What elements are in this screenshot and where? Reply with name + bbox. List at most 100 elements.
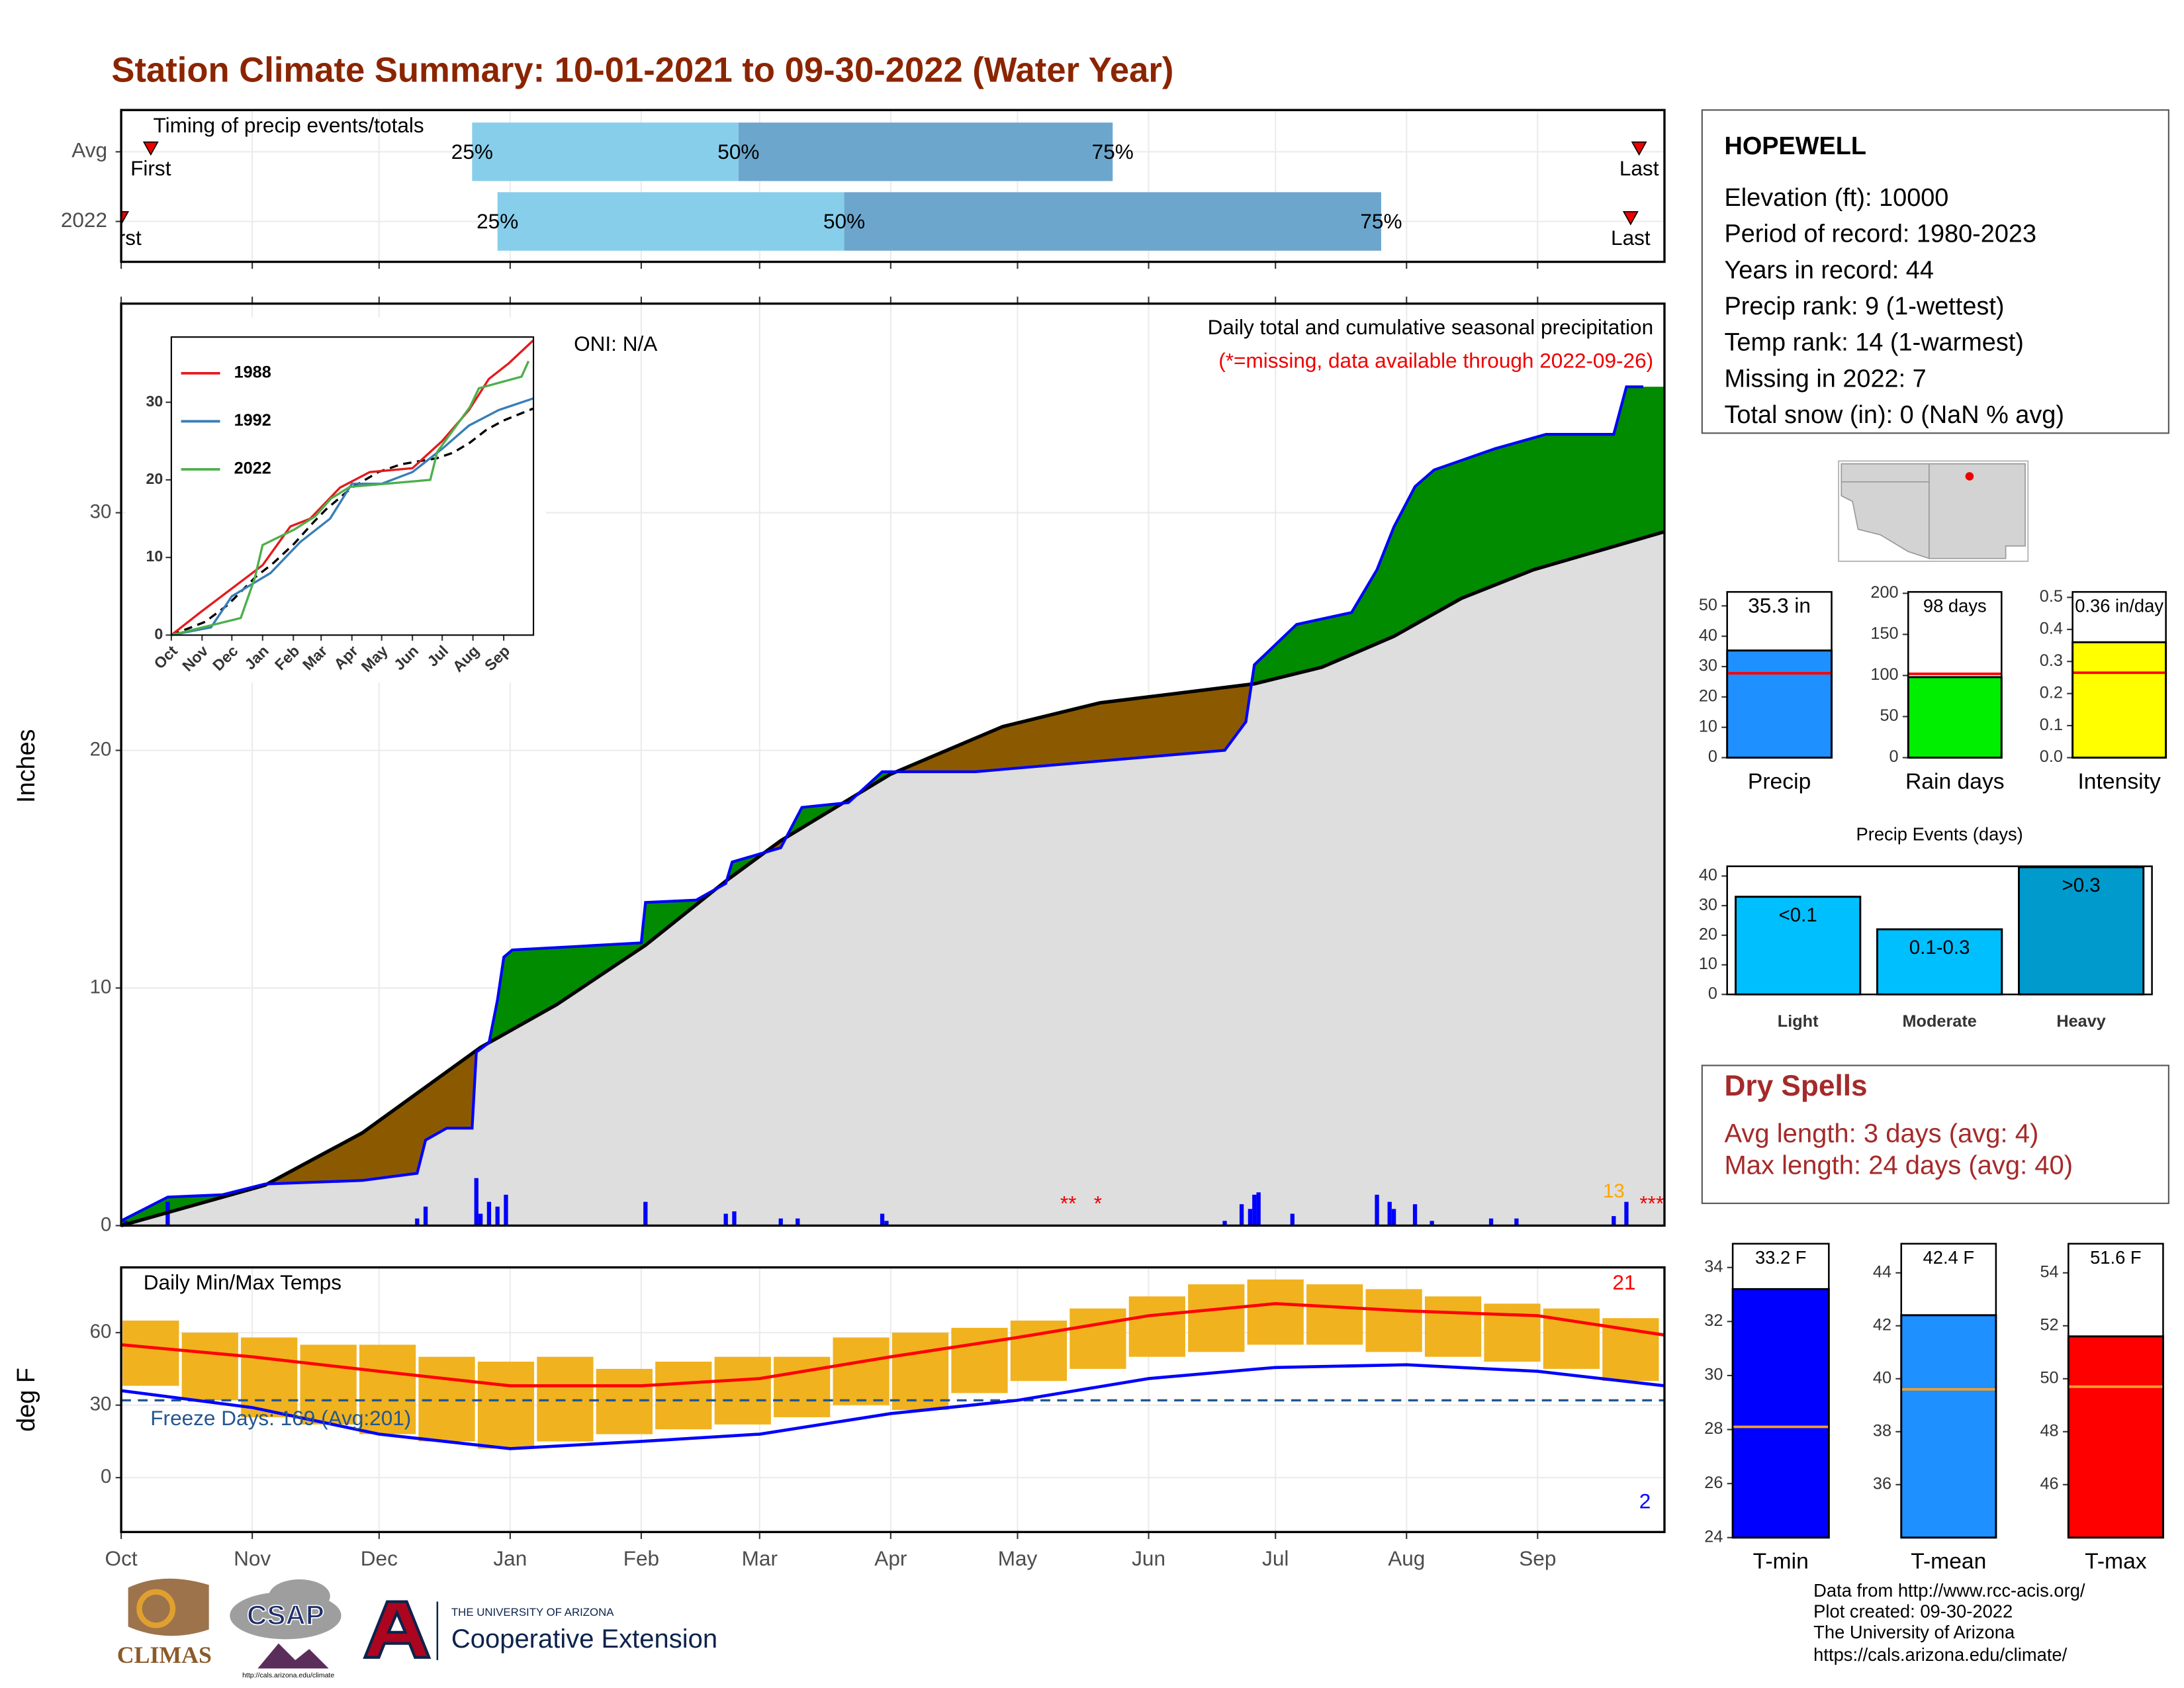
credit-line: https://cals.arizona.edu/climate/	[1813, 1644, 2067, 1665]
ua-logo	[363, 1600, 432, 1659]
x-tick-label: Oct	[105, 1546, 138, 1570]
plot-frame	[170, 336, 535, 636]
cumulative-line	[120, 385, 1644, 1223]
event-label: First	[101, 226, 142, 250]
legend-label: 2022	[234, 459, 271, 478]
y-tick-label: 0.1	[2040, 716, 2063, 734]
y-tick-label: 10	[90, 976, 112, 998]
y-tick-label: 0.3	[2040, 651, 2063, 670]
y-tick-label: 0	[1708, 984, 1717, 1003]
daily-precip-bar	[1375, 1194, 1379, 1226]
temp-range-bar	[181, 1333, 238, 1401]
daily-precip-bar	[478, 1213, 483, 1226]
y-tick-label: 200	[1870, 583, 1898, 602]
credit-line: Plot created: 09-30-2022	[1813, 1601, 2013, 1622]
temp-range-bar	[1365, 1289, 1422, 1352]
daily-precip-bar	[723, 1213, 728, 1226]
legend-label: 1992	[234, 411, 271, 430]
x-tick-label: Feb	[623, 1546, 659, 1570]
average-cumulative-line	[120, 530, 1665, 1228]
y-tick-label: 100	[1870, 665, 1898, 684]
station-line: Total snow (in): 0 (NaN % avg)	[1724, 401, 2064, 429]
daily-precip-bar	[486, 1201, 492, 1226]
bar	[2071, 641, 2167, 759]
locator-map	[1838, 460, 2029, 562]
daily-precip-bar	[1488, 1218, 1494, 1226]
station-line: Temp rank: 14 (1-warmest)	[1724, 329, 2023, 357]
event-marker	[1631, 141, 1647, 156]
bar	[1907, 676, 2003, 759]
bar	[1900, 1314, 1997, 1539]
event-marker	[1622, 211, 1639, 226]
daily-precip-bar	[1430, 1221, 1434, 1226]
station-location	[1965, 472, 1974, 481]
daily-precip-bar	[1252, 1194, 1257, 1226]
temp-range-bar	[300, 1344, 357, 1425]
missing-marker: *	[1094, 1191, 1102, 1215]
base-area	[121, 532, 1664, 1226]
daily-precip-bar	[415, 1218, 420, 1226]
logo-text: CSAP	[247, 1599, 324, 1630]
y-tick-label: 30	[90, 500, 112, 522]
temp-range-bar	[891, 1333, 949, 1410]
x-tick-label: Jun	[1132, 1546, 1165, 1570]
percentile-label: 75%	[1360, 209, 1402, 233]
plot-frame	[120, 1266, 1666, 1534]
percentile-label: 25%	[451, 140, 493, 164]
y-tick-label: 20	[90, 738, 112, 760]
bar	[1735, 896, 1862, 996]
y-tick-label: 0	[1889, 747, 1899, 766]
logo-text: http://cals.arizona.edu/climate	[242, 1671, 334, 1679]
temp-range-bar	[1424, 1296, 1482, 1357]
y-tick-label: 40	[1699, 626, 1717, 645]
x-tick-label: Mar	[742, 1546, 778, 1570]
y-tick-label: 52	[2040, 1315, 2058, 1334]
year-line	[171, 397, 534, 637]
category-label: Heavy	[2056, 1012, 2105, 1031]
daily-precip-bar	[504, 1194, 508, 1226]
chart-title: Daily total and cumulative seasonal prec…	[1208, 315, 1653, 339]
plot-frame	[1726, 590, 1833, 759]
csap-mountains	[257, 1643, 329, 1669]
temp-range-bar	[1247, 1279, 1304, 1345]
bar-label: 0.1-0.3	[1909, 937, 1970, 959]
record-count: 13	[1603, 1180, 1625, 1202]
y-tick-label: 36	[1873, 1474, 1891, 1493]
value-label: 0.36 in/day	[2075, 596, 2163, 616]
y-tick-label: 0	[154, 626, 163, 643]
x-tick-label: Sep	[1519, 1546, 1556, 1570]
daily-precip-bar	[474, 1178, 478, 1226]
record-lows: 2	[1639, 1489, 1651, 1513]
temp-range-bar	[714, 1356, 771, 1425]
daily-precip-bar	[796, 1218, 800, 1226]
temp-range-bar	[122, 1320, 179, 1386]
chart-title: Precip Events (days)	[1856, 824, 2023, 845]
freeze-label: Freeze Days: 169 (Avg:201)	[150, 1406, 411, 1430]
row-label: 2022	[61, 208, 107, 232]
daily-precip-bar	[732, 1211, 737, 1226]
row-label: Avg	[71, 138, 107, 162]
bar	[1731, 1288, 1830, 1539]
y-tick-label: 30	[146, 393, 163, 410]
temp-range-bar	[1484, 1303, 1541, 1362]
dry-spells-box	[1701, 1064, 2169, 1204]
x-tick-label: May	[998, 1546, 1038, 1570]
y-tick-label: 10	[1699, 717, 1717, 735]
y-tick-label: 30	[1704, 1366, 1723, 1384]
y-tick-label: 0.0	[2040, 747, 2063, 766]
y-tick-label: 48	[2040, 1421, 2058, 1440]
category-label: T-min	[1753, 1550, 1809, 1574]
dry-spells-panel: Dry Spells Avg length: 3 days (avg: 4) M…	[1701, 1064, 2169, 1204]
y-tick-label: 0.4	[2040, 620, 2063, 638]
temp-range-bar	[1306, 1284, 1363, 1345]
category-label: T-max	[2085, 1550, 2147, 1574]
y-tick-label: 150	[1870, 624, 1898, 643]
y-tick-label: 0	[101, 1466, 111, 1487]
event-label: Last	[1611, 226, 1651, 250]
panel-title: Daily Min/Max Temps	[144, 1270, 341, 1294]
bar	[2067, 1335, 2164, 1539]
y-tick-label: 30	[1699, 896, 1717, 914]
plot-frame	[1907, 590, 2003, 759]
